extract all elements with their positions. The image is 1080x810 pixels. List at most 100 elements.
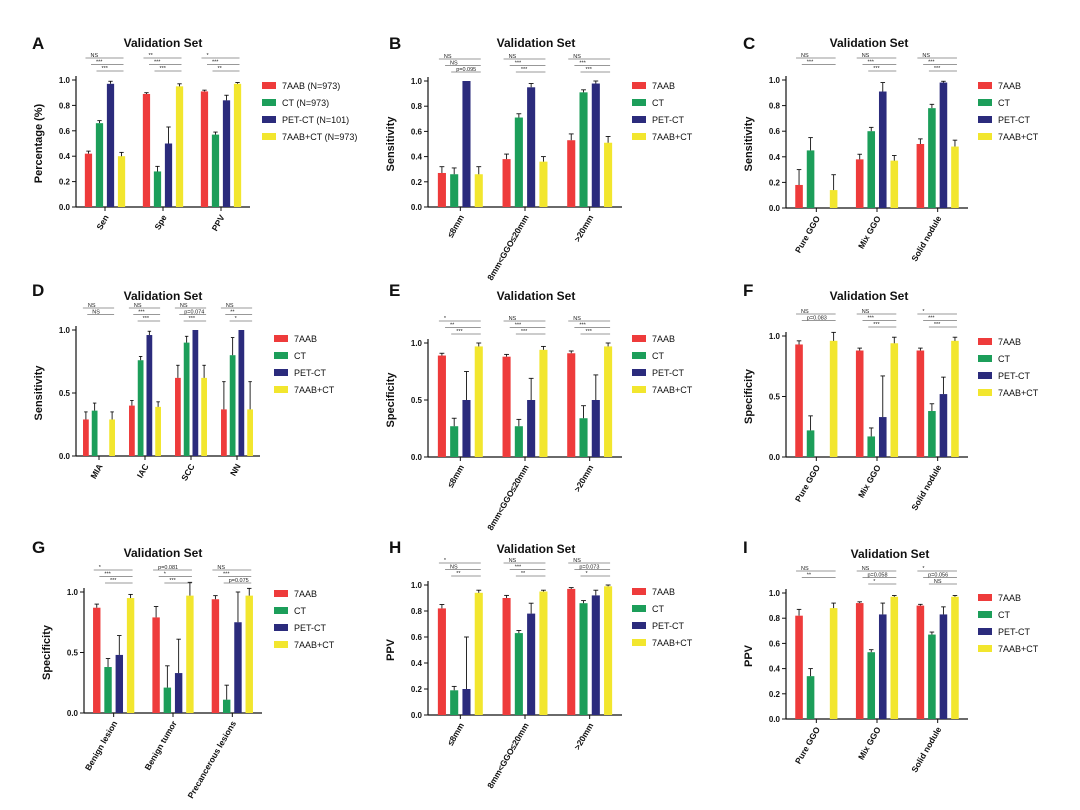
legend-label: 7AAB+CT xyxy=(652,385,693,395)
significance-label: p=0.081 xyxy=(158,565,178,571)
x-tick-label: IAC xyxy=(135,462,151,480)
panel-d: D Validation Set 0.0 0.5 1.0 Sensitivity MIA NS… xyxy=(32,281,335,483)
significance-label: ** xyxy=(148,53,153,59)
bar xyxy=(234,622,242,713)
legend-label: CT xyxy=(294,606,306,616)
bar xyxy=(163,687,172,713)
bar xyxy=(109,419,115,456)
panel-letter: B xyxy=(389,34,401,53)
significance-label: *** xyxy=(873,322,880,328)
y-tick-label: 0.8 xyxy=(411,607,423,616)
y-tick-label: 0.5 xyxy=(769,393,781,402)
bar xyxy=(95,123,104,207)
significance-label: NS xyxy=(862,53,870,59)
panel-f: F Validation Set 0.0 0.5 1.0 Specificity Pure … xyxy=(743,281,1039,512)
x-tick-label: Pure GGO xyxy=(793,463,822,504)
bar xyxy=(175,377,181,456)
bar xyxy=(539,591,548,715)
significance-label: *** xyxy=(579,323,586,329)
bar xyxy=(106,83,115,207)
significance-label: NS xyxy=(450,565,458,571)
bar xyxy=(183,342,190,456)
significance-label: * xyxy=(922,309,925,315)
panel-letter: I xyxy=(743,538,748,557)
legend-label: PET-CT xyxy=(652,368,685,378)
legend-swatch xyxy=(978,628,992,635)
significance-label: NS xyxy=(509,316,517,322)
y-axis-label: Specificity xyxy=(743,368,755,424)
bar xyxy=(153,171,162,207)
significance-label: p=0.056 xyxy=(928,573,948,579)
significance-label: *** xyxy=(169,578,176,584)
bar xyxy=(806,676,815,719)
legend-swatch xyxy=(632,605,646,612)
bar xyxy=(829,340,838,457)
legend-label: PET-CT xyxy=(294,623,327,633)
x-tick-label: Solid nodule xyxy=(909,463,943,512)
bar xyxy=(604,346,613,457)
bar xyxy=(152,617,160,713)
bar xyxy=(795,184,803,208)
legend-swatch xyxy=(978,611,992,618)
legend-label: 7AAB+CT xyxy=(652,638,693,648)
significance-label: *** xyxy=(159,66,166,72)
bar xyxy=(916,350,925,457)
y-tick-label: 0.0 xyxy=(59,452,71,461)
bar xyxy=(450,174,459,207)
bar xyxy=(146,335,153,456)
significance-label: NS xyxy=(509,558,517,564)
y-tick-label: 0.0 xyxy=(411,453,423,462)
legend-label: 7AAB xyxy=(652,334,675,344)
bar xyxy=(175,86,184,207)
significance-label: p=0.058 xyxy=(867,573,887,579)
chart-title: Validation Set xyxy=(830,36,909,50)
bar xyxy=(474,592,483,715)
significance-label: * xyxy=(99,565,102,571)
bar xyxy=(474,174,483,207)
bar xyxy=(890,343,899,457)
legend-label: 7AAB+CT xyxy=(294,640,335,650)
bar xyxy=(502,159,511,207)
y-axis-label: Percentage (%) xyxy=(33,103,45,183)
bar xyxy=(222,100,231,207)
y-tick-label: 0.6 xyxy=(769,639,781,648)
legend-swatch xyxy=(632,82,646,89)
significance-label: *** xyxy=(138,310,145,316)
legend-swatch xyxy=(978,645,992,652)
y-tick-label: 0.8 xyxy=(769,102,781,111)
significance-label: NS xyxy=(88,303,96,309)
panel-h: H Validation Set 0.0 0.2 0.4 0.6 0.8 1.0 PPV ≤8mm… xyxy=(385,538,693,790)
bar xyxy=(527,400,536,457)
legend-swatch xyxy=(632,639,646,646)
bar xyxy=(890,160,899,208)
bar xyxy=(604,586,613,715)
y-axis-label: Sensitivity xyxy=(743,116,755,172)
bar xyxy=(174,673,183,713)
y-tick-label: 0.0 xyxy=(769,453,781,462)
significance-label: *** xyxy=(515,565,522,571)
bar xyxy=(84,153,93,207)
significance-label: p=0.075 xyxy=(229,578,249,584)
bar xyxy=(916,144,925,208)
significance-label: NS xyxy=(217,565,225,571)
x-tick-label: >20mm xyxy=(572,213,596,244)
significance-label: * xyxy=(922,566,925,572)
significance-label: NS xyxy=(573,558,581,564)
significance-label: p=0.083 xyxy=(807,316,827,322)
x-tick-label: Spe xyxy=(152,213,169,232)
legend-swatch xyxy=(978,99,992,106)
significance-label: NS xyxy=(862,566,870,572)
significance-label: *** xyxy=(579,61,586,67)
significance-label: *** xyxy=(456,329,463,335)
significance-label: * xyxy=(444,558,447,564)
y-tick-label: 0.0 xyxy=(769,204,781,213)
legend-label: CT xyxy=(998,610,1010,620)
x-tick-label: ≤8mm xyxy=(445,213,466,240)
chart-title: Validation Set xyxy=(851,547,930,561)
legend-label: CT (N=973) xyxy=(282,98,329,108)
legend-swatch xyxy=(262,133,276,140)
bar xyxy=(928,411,936,457)
y-tick-label: 0.4 xyxy=(769,153,781,162)
legend-label: 7AAB xyxy=(294,334,317,344)
panel-e: E Validation Set 0.0 0.5 1.0 Specificity ≤8mm *… xyxy=(385,281,693,532)
